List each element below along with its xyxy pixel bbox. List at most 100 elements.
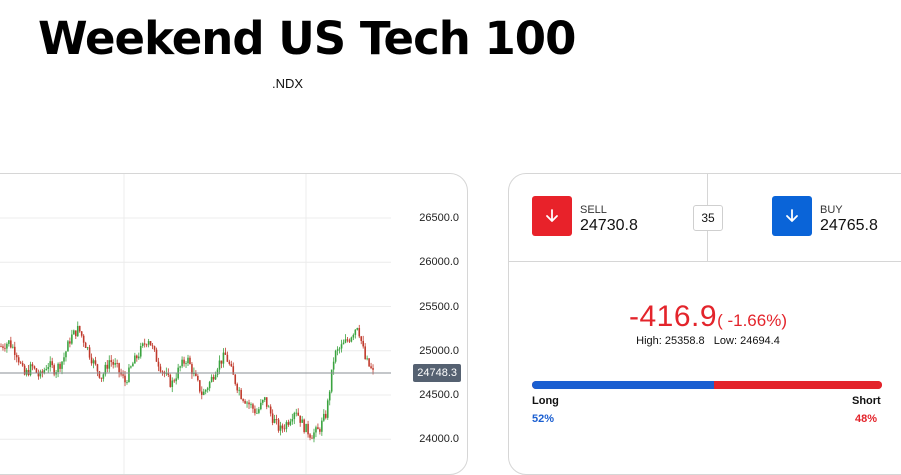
candle-body xyxy=(149,341,152,346)
candle-body xyxy=(161,371,164,373)
candle-body xyxy=(224,352,227,355)
candle-body xyxy=(6,343,8,349)
candle-body xyxy=(324,413,327,418)
candle-body xyxy=(59,363,61,369)
candle-body xyxy=(0,346,2,348)
candle-body xyxy=(41,371,44,373)
price-chart[interactable] xyxy=(0,174,467,474)
candle-body xyxy=(275,418,278,420)
candle-body xyxy=(51,361,53,366)
candle-body xyxy=(84,342,87,348)
candle-body xyxy=(145,344,148,346)
candle-body xyxy=(4,347,6,349)
candle-body xyxy=(134,355,136,364)
buy-button[interactable] xyxy=(772,196,812,236)
arrow-down-icon xyxy=(786,209,798,222)
candle-body xyxy=(183,359,185,364)
candle-body xyxy=(73,330,75,335)
candle-body xyxy=(88,347,91,358)
candle-body xyxy=(69,341,71,344)
candle-body xyxy=(76,325,79,337)
candle-body xyxy=(43,370,46,373)
candle-body xyxy=(366,358,368,360)
candle-body xyxy=(23,365,26,375)
candle-body xyxy=(214,374,217,380)
candle-body xyxy=(141,343,144,346)
candle-body xyxy=(167,372,170,375)
candle-body xyxy=(206,388,209,390)
price-chart-card[interactable]: 26500.0 26000.0 25500.0 25000.0 24500.0 24000… xyxy=(0,173,468,475)
candle-body xyxy=(175,378,177,382)
candle-body xyxy=(295,412,298,414)
candle-body xyxy=(80,331,83,336)
candle-body xyxy=(118,363,120,373)
y-tick-label: 26500.0 xyxy=(419,212,459,224)
candle-body xyxy=(218,360,221,370)
page-title: Weekend US Tech 100 xyxy=(38,12,576,65)
change-percent: ( -1.66%) xyxy=(717,311,787,330)
candle-body xyxy=(179,366,181,368)
candle-body xyxy=(323,413,325,421)
client-sentiment-bar xyxy=(532,381,882,389)
candle-body xyxy=(356,328,359,330)
candle-body xyxy=(29,364,32,376)
candle-body xyxy=(139,345,142,357)
candle-body xyxy=(291,419,294,422)
candle-body xyxy=(372,368,374,370)
candle-body xyxy=(33,366,36,369)
candle-body xyxy=(155,349,158,362)
candle-body xyxy=(137,356,140,359)
candle-body xyxy=(94,360,97,365)
candle-body xyxy=(204,389,207,392)
candle-body xyxy=(96,364,99,372)
short-label: Short xyxy=(852,395,881,407)
candle-body xyxy=(187,357,189,364)
candle-body xyxy=(21,363,24,366)
candle-body xyxy=(57,363,59,373)
candle-body xyxy=(267,406,270,408)
candle-body xyxy=(171,380,174,387)
candle-body xyxy=(82,335,85,343)
candle-body xyxy=(228,361,231,364)
low-value: Low: 24694.4 xyxy=(713,335,780,347)
candle-body xyxy=(210,376,213,383)
candle-body xyxy=(147,341,150,345)
candle-body xyxy=(90,357,93,364)
candle-body xyxy=(47,367,50,369)
sell-price[interactable]: 24730.8 xyxy=(580,217,638,234)
candle-body xyxy=(358,328,361,337)
candle-body xyxy=(307,423,309,435)
candle-body xyxy=(348,340,351,342)
candle-body xyxy=(362,340,364,347)
candle-body xyxy=(197,375,199,381)
sell-button[interactable] xyxy=(532,196,572,236)
y-tick-label: 24500.0 xyxy=(419,389,459,401)
candle-body xyxy=(19,362,22,364)
candle-body xyxy=(122,374,124,376)
buy-price[interactable]: 24765.8 xyxy=(820,217,878,234)
candle-body xyxy=(65,351,67,358)
candle-body xyxy=(199,380,201,392)
candle-body xyxy=(130,366,132,368)
candle-body xyxy=(13,346,16,355)
candle-body xyxy=(159,366,162,372)
candle-body xyxy=(305,423,307,433)
candle-body xyxy=(126,381,128,383)
candle-body xyxy=(2,346,4,348)
candle-body xyxy=(27,369,30,376)
candle-body xyxy=(256,412,258,414)
candle-body xyxy=(234,374,237,384)
panel-divider xyxy=(509,261,901,262)
candle-body xyxy=(212,376,215,380)
candle-body xyxy=(45,368,48,371)
candle-body xyxy=(136,355,138,359)
buy-label: BUY xyxy=(820,204,843,216)
candle-body xyxy=(37,373,40,377)
candle-body xyxy=(326,400,329,418)
candle-body xyxy=(100,377,103,379)
candle-body xyxy=(334,350,337,362)
long-percent: 52% xyxy=(532,413,555,425)
candle-body xyxy=(169,374,172,387)
candle-body xyxy=(12,346,14,348)
high-low-row: High: 25358.8 Low: 24694.4 xyxy=(509,335,901,347)
